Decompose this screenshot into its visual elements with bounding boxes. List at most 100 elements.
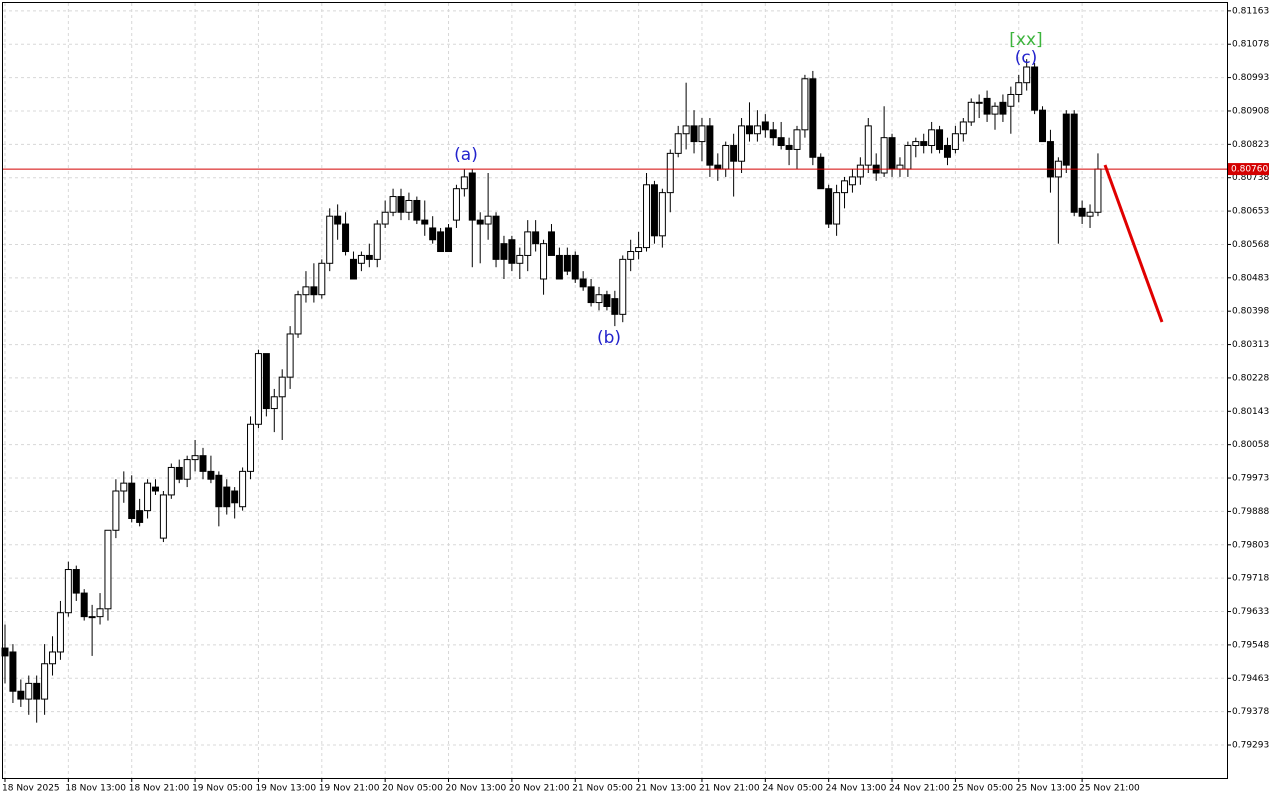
candle-body (342, 223, 350, 253)
y-tick-label: 0.79888 (1232, 507, 1269, 517)
candle-body (1046, 141, 1054, 178)
candle-body (262, 353, 270, 410)
candle-body (975, 101, 983, 104)
candle-body (484, 215, 492, 225)
candle-body (25, 682, 33, 700)
candle-body (912, 141, 920, 147)
candle-body (247, 423, 255, 472)
candle-body (991, 105, 999, 115)
plot-frame (2, 2, 1228, 779)
candle-body (278, 376, 286, 398)
candle-body (1023, 66, 1031, 84)
candle-body (959, 121, 967, 135)
x-tick-label: 25 Nov 05:00 (952, 784, 1013, 794)
candle-body (730, 145, 738, 162)
candle-body (167, 466, 175, 496)
candle-body (896, 164, 904, 170)
forecast-arrow (1103, 164, 1164, 323)
candle-body (49, 651, 57, 665)
y-tick-label: 0.79803 (1232, 540, 1269, 550)
y-tick-label: 0.79293 (1232, 741, 1269, 751)
candle-body (199, 455, 207, 472)
candle-body (698, 125, 706, 143)
wave-label: (b) (597, 328, 621, 348)
wave-label: (c) (1015, 48, 1038, 68)
x-tick-label: 18 Nov 13:00 (65, 784, 126, 794)
y-tick-label: 0.81078 (1232, 40, 1269, 50)
candle-body (136, 510, 144, 523)
y-tick-label: 0.80908 (1232, 106, 1269, 116)
candle-body (1078, 207, 1086, 217)
candle-body (603, 294, 611, 307)
x-tick-label: 19 Nov 21:00 (319, 784, 380, 794)
x-tick-label: 18 Nov 2025 (2, 784, 60, 794)
candle-body (286, 333, 294, 378)
candle-body (943, 145, 951, 158)
y-tick-label: 0.79633 (1232, 607, 1269, 617)
candle-body (547, 231, 555, 256)
x-tick-label: 19 Nov 13:00 (255, 784, 316, 794)
candle-body (809, 78, 817, 158)
candle-body (183, 459, 191, 480)
y-tick-label: 0.80143 (1232, 407, 1269, 417)
x-tick-label: 18 Nov 21:00 (129, 784, 190, 794)
candle-body (231, 490, 239, 504)
candle-body (738, 125, 746, 162)
candle-body (920, 141, 928, 147)
candle-body (785, 145, 793, 150)
candle-body (421, 219, 429, 225)
candle-body (310, 286, 318, 296)
candle-body (294, 294, 302, 335)
candle-body (864, 125, 872, 166)
candle-body (936, 129, 944, 150)
candle-body (88, 616, 96, 619)
y-tick-label: 0.80993 (1232, 73, 1269, 83)
candle-body (841, 180, 849, 194)
candle-body (104, 529, 112, 610)
y-tick-label: 0.80653 (1232, 207, 1269, 217)
candle-body (856, 164, 864, 178)
candle-body (349, 258, 357, 280)
x-tick-label: 19 Nov 05:00 (192, 784, 253, 794)
candle-body (690, 125, 698, 143)
candle-body (9, 651, 17, 692)
current-price-label: 0.80760 (1231, 165, 1268, 175)
candle-body (983, 97, 991, 115)
candle-body (191, 455, 199, 461)
candle-body (967, 101, 975, 123)
y-tick-label: 0.80738 (1232, 173, 1269, 183)
grid (3, 3, 1227, 778)
candle-body (722, 145, 730, 170)
x-tick-label: 21 Nov 13:00 (636, 784, 697, 794)
candle-body (159, 494, 167, 539)
candle-body (619, 258, 627, 315)
candle-body (904, 145, 912, 170)
candle-body (144, 482, 152, 512)
candle-body (928, 129, 936, 147)
x-tick-label: 20 Nov 13:00 (446, 784, 507, 794)
candle-body (540, 243, 548, 280)
candle-body (1086, 211, 1094, 217)
y-tick-label: 0.81163 (1232, 6, 1269, 16)
candle-body (635, 247, 643, 253)
candle-body (769, 129, 777, 139)
candle-body (571, 254, 579, 280)
candle-body (682, 125, 690, 135)
candle-body (706, 125, 714, 166)
candle-body (627, 251, 635, 260)
candle-body (999, 101, 1007, 115)
candle-body (761, 121, 769, 131)
candle-body (825, 188, 833, 225)
candle-body (611, 298, 619, 315)
candle-body (500, 243, 508, 260)
candle-body (643, 184, 651, 249)
candle-body (405, 199, 413, 213)
candle-body (587, 286, 595, 304)
candle-body (508, 239, 516, 264)
y-tick-label: 0.80228 (1232, 373, 1269, 383)
candle-body (888, 137, 896, 170)
candle-body (714, 164, 722, 170)
candle-body (112, 490, 120, 531)
candle-body (17, 690, 25, 700)
y-tick-label: 0.79718 (1232, 574, 1269, 584)
